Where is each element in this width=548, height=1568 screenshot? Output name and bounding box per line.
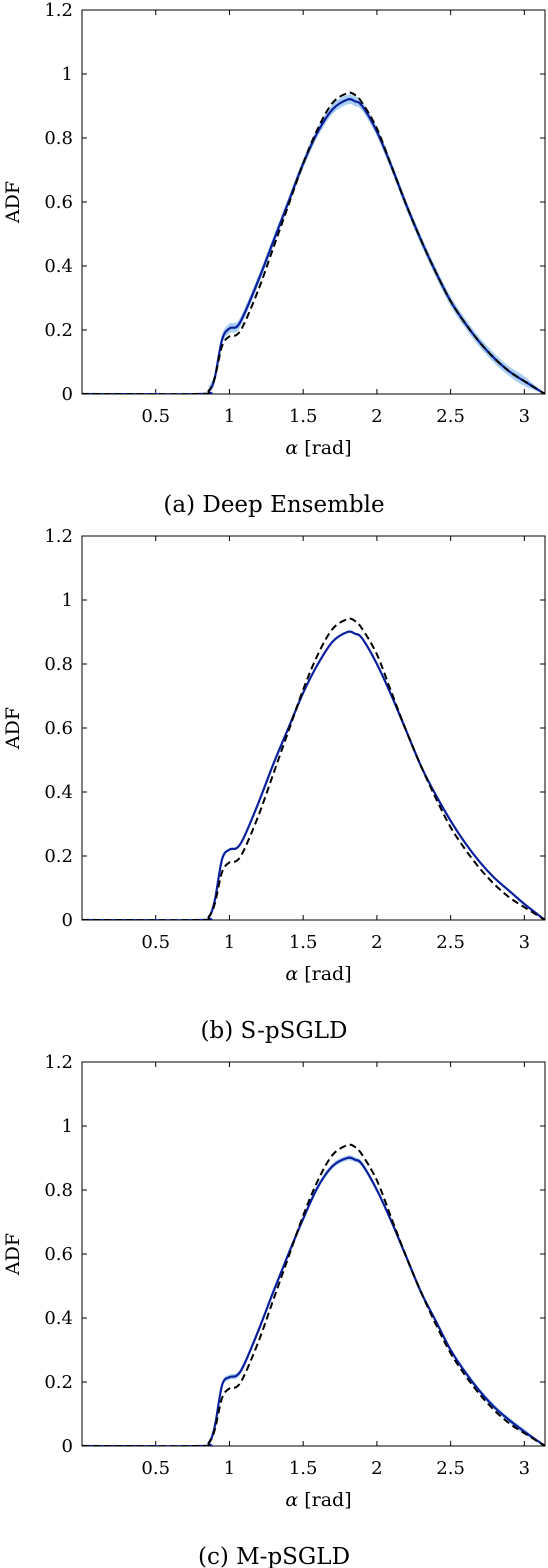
- x-axis-unit: [rad]: [304, 1489, 351, 1511]
- plot-area: [82, 1143, 545, 1446]
- reference-dashed-line: [82, 1143, 545, 1446]
- chart-panel-3: 0.5 1 1.5 2 2.5 3 0 0.2 0.4 0.6 0.8 1 1.2 ADF α [rad] (…: [2, 1052, 546, 1568]
- prediction-line: [82, 630, 545, 920]
- y-tick-label: 0.8: [44, 654, 73, 675]
- x-tick-label: 1.5: [289, 1458, 318, 1479]
- chart-panel-2: 0.5 1 1.5 2 2.5 3 0 0.2 0.4 0.6 0.8 1 1.2 ADF α [rad] (…: [2, 526, 546, 1044]
- plot-area: [82, 617, 545, 920]
- panel-caption: (a) Deep Ensemble: [163, 492, 384, 518]
- y-tick-label: 0: [62, 910, 73, 931]
- x-axis-unit: [rad]: [304, 963, 351, 985]
- y-tick-label: 1: [62, 1116, 73, 1137]
- y-tick-label: 0.2: [44, 846, 73, 867]
- x-tick-label: 0.5: [141, 1458, 170, 1479]
- y-tick-label: 1.2: [44, 526, 73, 547]
- x-tick-label: 1: [224, 932, 235, 953]
- y-tick-label: 0.6: [44, 1244, 73, 1265]
- y-tick-label: 0.4: [44, 256, 73, 277]
- y-axis-label: ADF: [2, 707, 24, 750]
- prediction-line: [82, 1156, 545, 1446]
- reference-dashed-line: [82, 91, 545, 394]
- reference-dashed-line: [82, 617, 545, 920]
- x-tick-label: 1: [224, 1458, 235, 1479]
- x-axis-symbol: α: [285, 437, 304, 459]
- x-axis-label: α [rad]: [285, 437, 351, 459]
- y-tick-label: 1: [62, 64, 73, 85]
- x-axis-unit: [rad]: [304, 437, 351, 459]
- chart-panel-1: 0.5 1 1.5 2 2.5 3 0 0.2 0.4 0.6 0.8 1 1.2 ADF α [rad] (…: [2, 0, 546, 518]
- y-axis-label: ADF: [2, 181, 24, 224]
- y-tick-label: 0.2: [44, 320, 73, 341]
- x-tick-label: 2: [371, 406, 382, 427]
- y-tick-label: 0.6: [44, 192, 73, 213]
- x-tick-label: 2.5: [436, 932, 465, 953]
- x-tick-label: 1: [224, 406, 235, 427]
- y-tick-label: 0.2: [44, 1372, 73, 1393]
- x-tick-label: 3: [519, 406, 530, 427]
- x-tick-label: 0.5: [141, 932, 170, 953]
- x-axis-label: α [rad]: [285, 963, 351, 985]
- x-tick-label: 1.5: [289, 932, 318, 953]
- y-tick-label: 1.2: [44, 0, 73, 21]
- x-tick-label: 3: [519, 932, 530, 953]
- x-tick-label: 0.5: [141, 406, 170, 427]
- x-axis-symbol: α: [285, 963, 304, 985]
- y-tick-label: 0.8: [44, 1180, 73, 1201]
- x-axis-symbol: α: [285, 1489, 304, 1511]
- y-tick-label: 1: [62, 590, 73, 611]
- x-tick-label: 2: [371, 932, 382, 953]
- x-axis-label: α [rad]: [285, 1489, 351, 1511]
- y-tick-label: 1.2: [44, 1052, 73, 1073]
- x-tick-label: 2.5: [436, 406, 465, 427]
- x-tick-label: 1.5: [289, 406, 318, 427]
- y-axis-label: ADF: [2, 1233, 24, 1276]
- panel-caption: (c) M-pSGLD: [198, 1544, 350, 1568]
- x-tick-label: 2: [371, 1458, 382, 1479]
- panel-caption: (b) S-pSGLD: [201, 1018, 348, 1044]
- uncertainty-band: [82, 1155, 545, 1446]
- y-tick-label: 0: [62, 384, 73, 405]
- y-tick-label: 0.8: [44, 128, 73, 149]
- y-tick-label: 0.4: [44, 782, 73, 803]
- y-tick-label: 0.4: [44, 1308, 73, 1329]
- uncertainty-band: [82, 94, 545, 394]
- plot-area: [82, 91, 545, 394]
- x-tick-label: 2.5: [436, 1458, 465, 1479]
- y-tick-label: 0: [62, 1436, 73, 1457]
- x-tick-label: 3: [519, 1458, 530, 1479]
- y-tick-label: 0.6: [44, 718, 73, 739]
